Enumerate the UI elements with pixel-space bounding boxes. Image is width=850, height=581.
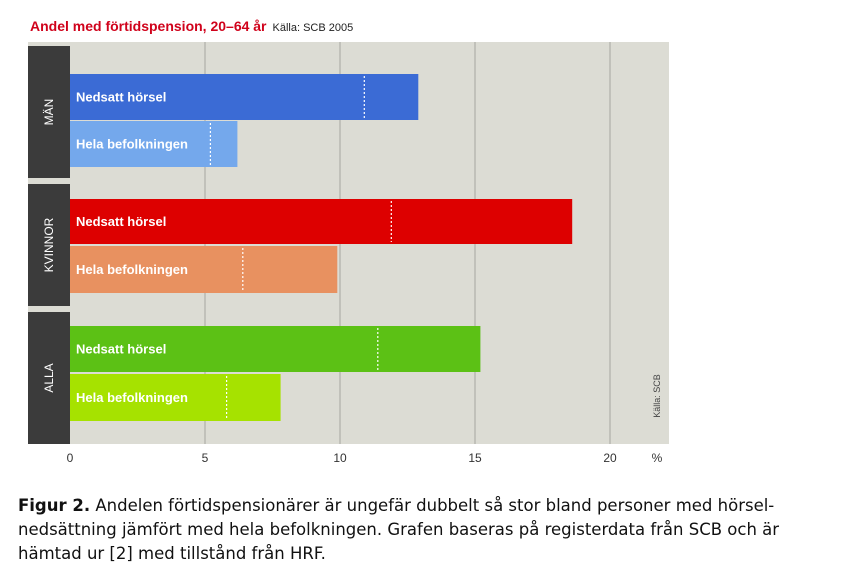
bar [70,121,238,167]
group-label: ALLA [42,363,56,392]
bar-label: Hela befolkningen [76,390,188,405]
bar [70,326,481,372]
x-tick-label: 20 [603,451,617,465]
x-tick-label: 0 [67,451,74,465]
bar [70,374,281,421]
x-tick-label: 10 [333,451,347,465]
bar-label: Nedsatt hörsel [76,342,166,357]
bar-label: Hela befolkningen [76,262,188,277]
caption-text: Andelen förtidspensionärer är ungefär du… [18,496,780,563]
bar-label: Nedsatt hörsel [76,214,166,229]
bar-label: Hela befolkningen [76,137,188,152]
bar [70,199,573,244]
group-label: KVINNOR [42,217,56,272]
group-label-box [28,312,70,444]
group-label-box [28,46,70,178]
x-tick-label: 5 [202,451,209,465]
x-axis-ticks: 0 5 10 15 20 [67,451,617,465]
caption-label: Figur 2. [18,496,91,515]
group-label-box [28,184,70,306]
bar-label: Nedsatt hörsel [76,90,166,105]
figure-caption: Figur 2. Andelen förtidspensionärer är u… [18,494,843,566]
group-labels: MÄN KVINNOR ALLA [28,46,70,444]
bars: Nedsatt hörsel Hela befolkningen Nedsatt h… [70,74,573,421]
chart-title: Andel med förtidspension, 20–64 år Källa:… [30,18,353,34]
group-label: MÄN [42,99,56,126]
chart: MÄN KVINNOR ALLA Nedsatt hörsel Hela befolk… [28,42,669,465]
chart-source: Källa: SCB 2005 [272,22,354,34]
bar [70,246,338,293]
bar [70,74,419,120]
side-source-label: Källa: SCB [652,374,662,418]
x-axis-unit: % [652,451,663,465]
chart-title-text: Andel med förtidspension, 20–64 år [30,18,267,34]
x-tick-label: 15 [468,451,482,465]
